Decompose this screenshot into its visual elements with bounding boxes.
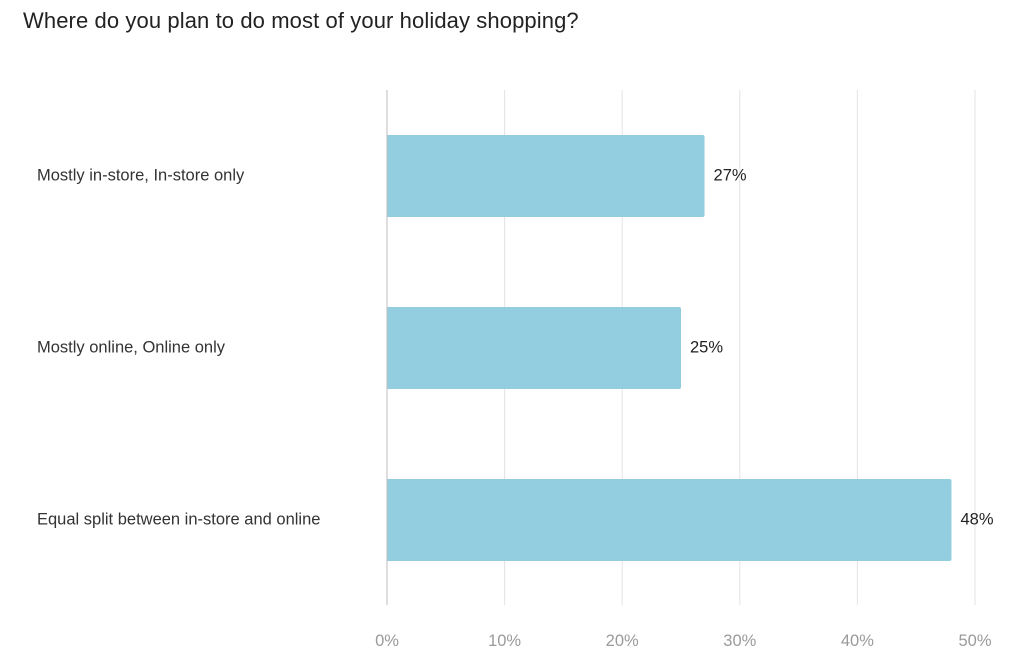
- x-tick-label: 20%: [606, 632, 639, 650]
- x-tick-label: 40%: [841, 632, 874, 650]
- x-tick-label: 50%: [958, 632, 991, 650]
- x-tick-labels: 0% 10% 20% 30% 40% 50%: [375, 632, 992, 650]
- category-labels: Mostly in-store, In-store only Mostly onl…: [37, 166, 320, 528]
- data-label: 27%: [714, 166, 747, 184]
- bar: [387, 307, 681, 389]
- bars: [387, 135, 952, 561]
- x-tick-label: 30%: [723, 632, 756, 650]
- value-labels: 27% 25% 48%: [690, 166, 994, 528]
- chart-title: Where do you plan to do most of your hol…: [23, 8, 579, 33]
- category-label: Mostly online, Online only: [37, 338, 226, 356]
- bar: [387, 135, 705, 217]
- x-tick-label: 0%: [375, 632, 399, 650]
- data-label: 25%: [690, 338, 723, 356]
- data-label: 48%: [960, 510, 993, 528]
- bar: [387, 479, 952, 561]
- category-label: Mostly in-store, In-store only: [37, 166, 245, 184]
- x-tick-label: 10%: [488, 632, 521, 650]
- category-label: Equal split between in-store and online: [37, 510, 320, 528]
